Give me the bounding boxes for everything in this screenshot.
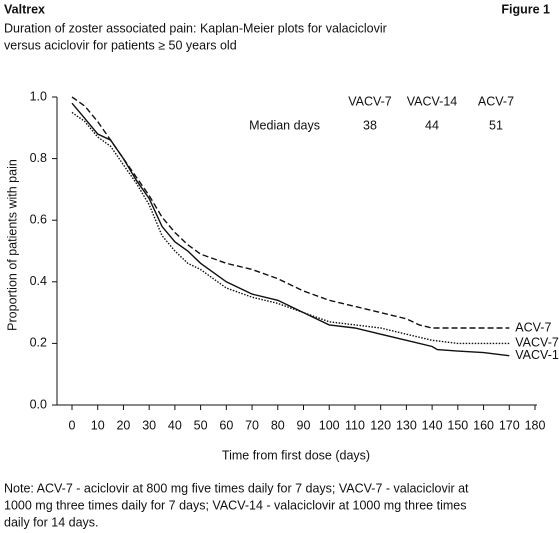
x-tick-label: 20 — [116, 418, 130, 432]
x-tick-label: 160 — [473, 418, 494, 432]
y-tick-label: 1.0 — [30, 89, 47, 103]
chart-title: versus aciclovir for patients ≥ 50 years… — [4, 38, 237, 52]
note: Note: ACV-7 - aciclovir at 800 mg five t… — [4, 481, 469, 495]
x-tick-label: 10 — [91, 418, 105, 432]
chart-title: Duration of zoster associated pain: Kapl… — [4, 21, 387, 35]
x-tick-label: 180 — [525, 418, 546, 432]
header: Valtrex — [4, 2, 45, 16]
x-tick-label: 80 — [271, 418, 285, 432]
table-value: 38 — [363, 118, 377, 132]
y-tick-label: 0.0 — [30, 397, 47, 411]
x-tick-label: 60 — [219, 418, 233, 432]
table-header: VACV-7 — [348, 94, 392, 108]
x-tick-label: 30 — [142, 418, 156, 432]
x-tick-label: 70 — [245, 418, 259, 432]
series-label: VACV-7 — [515, 336, 559, 350]
note: 1000 mg three times daily for 7 days; VA… — [4, 498, 466, 512]
km-curve — [71, 111, 510, 345]
x-tick-label: 170 — [499, 418, 520, 432]
x-tick-label: 150 — [447, 418, 468, 432]
x-tick-label: 40 — [168, 418, 182, 432]
table-header: ACV-7 — [478, 94, 514, 108]
y-tick-label: 0.8 — [30, 151, 47, 165]
figure-label: Figure 1 — [501, 2, 550, 16]
y-tick-label: 0.4 — [30, 274, 47, 288]
x-tick-label: 0 — [69, 418, 76, 432]
note: daily for 14 days. — [4, 515, 99, 529]
y-axis-label: Proportion of patients with pain — [5, 159, 19, 331]
series-label: VACV-14 — [515, 348, 559, 362]
x-tick-label: 100 — [319, 418, 340, 432]
table-header: VACV-14 — [407, 94, 458, 108]
x-tick-label: 50 — [194, 418, 208, 432]
km-curve — [71, 102, 510, 357]
x-axis-label: Time from first dose (days) — [222, 448, 370, 462]
table-row-label: Median days — [249, 118, 320, 132]
table-value: 44 — [425, 118, 439, 132]
table-value: 51 — [489, 118, 503, 132]
x-tick-label: 130 — [396, 418, 417, 432]
y-tick-label: 0.2 — [30, 336, 47, 350]
x-tick-label: 120 — [370, 418, 391, 432]
x-tick-label: 90 — [297, 418, 311, 432]
y-tick-label: 0.6 — [30, 212, 47, 226]
x-tick-label: 140 — [422, 418, 443, 432]
x-tick-label: 110 — [345, 418, 365, 432]
series-label: ACV-7 — [515, 320, 551, 334]
